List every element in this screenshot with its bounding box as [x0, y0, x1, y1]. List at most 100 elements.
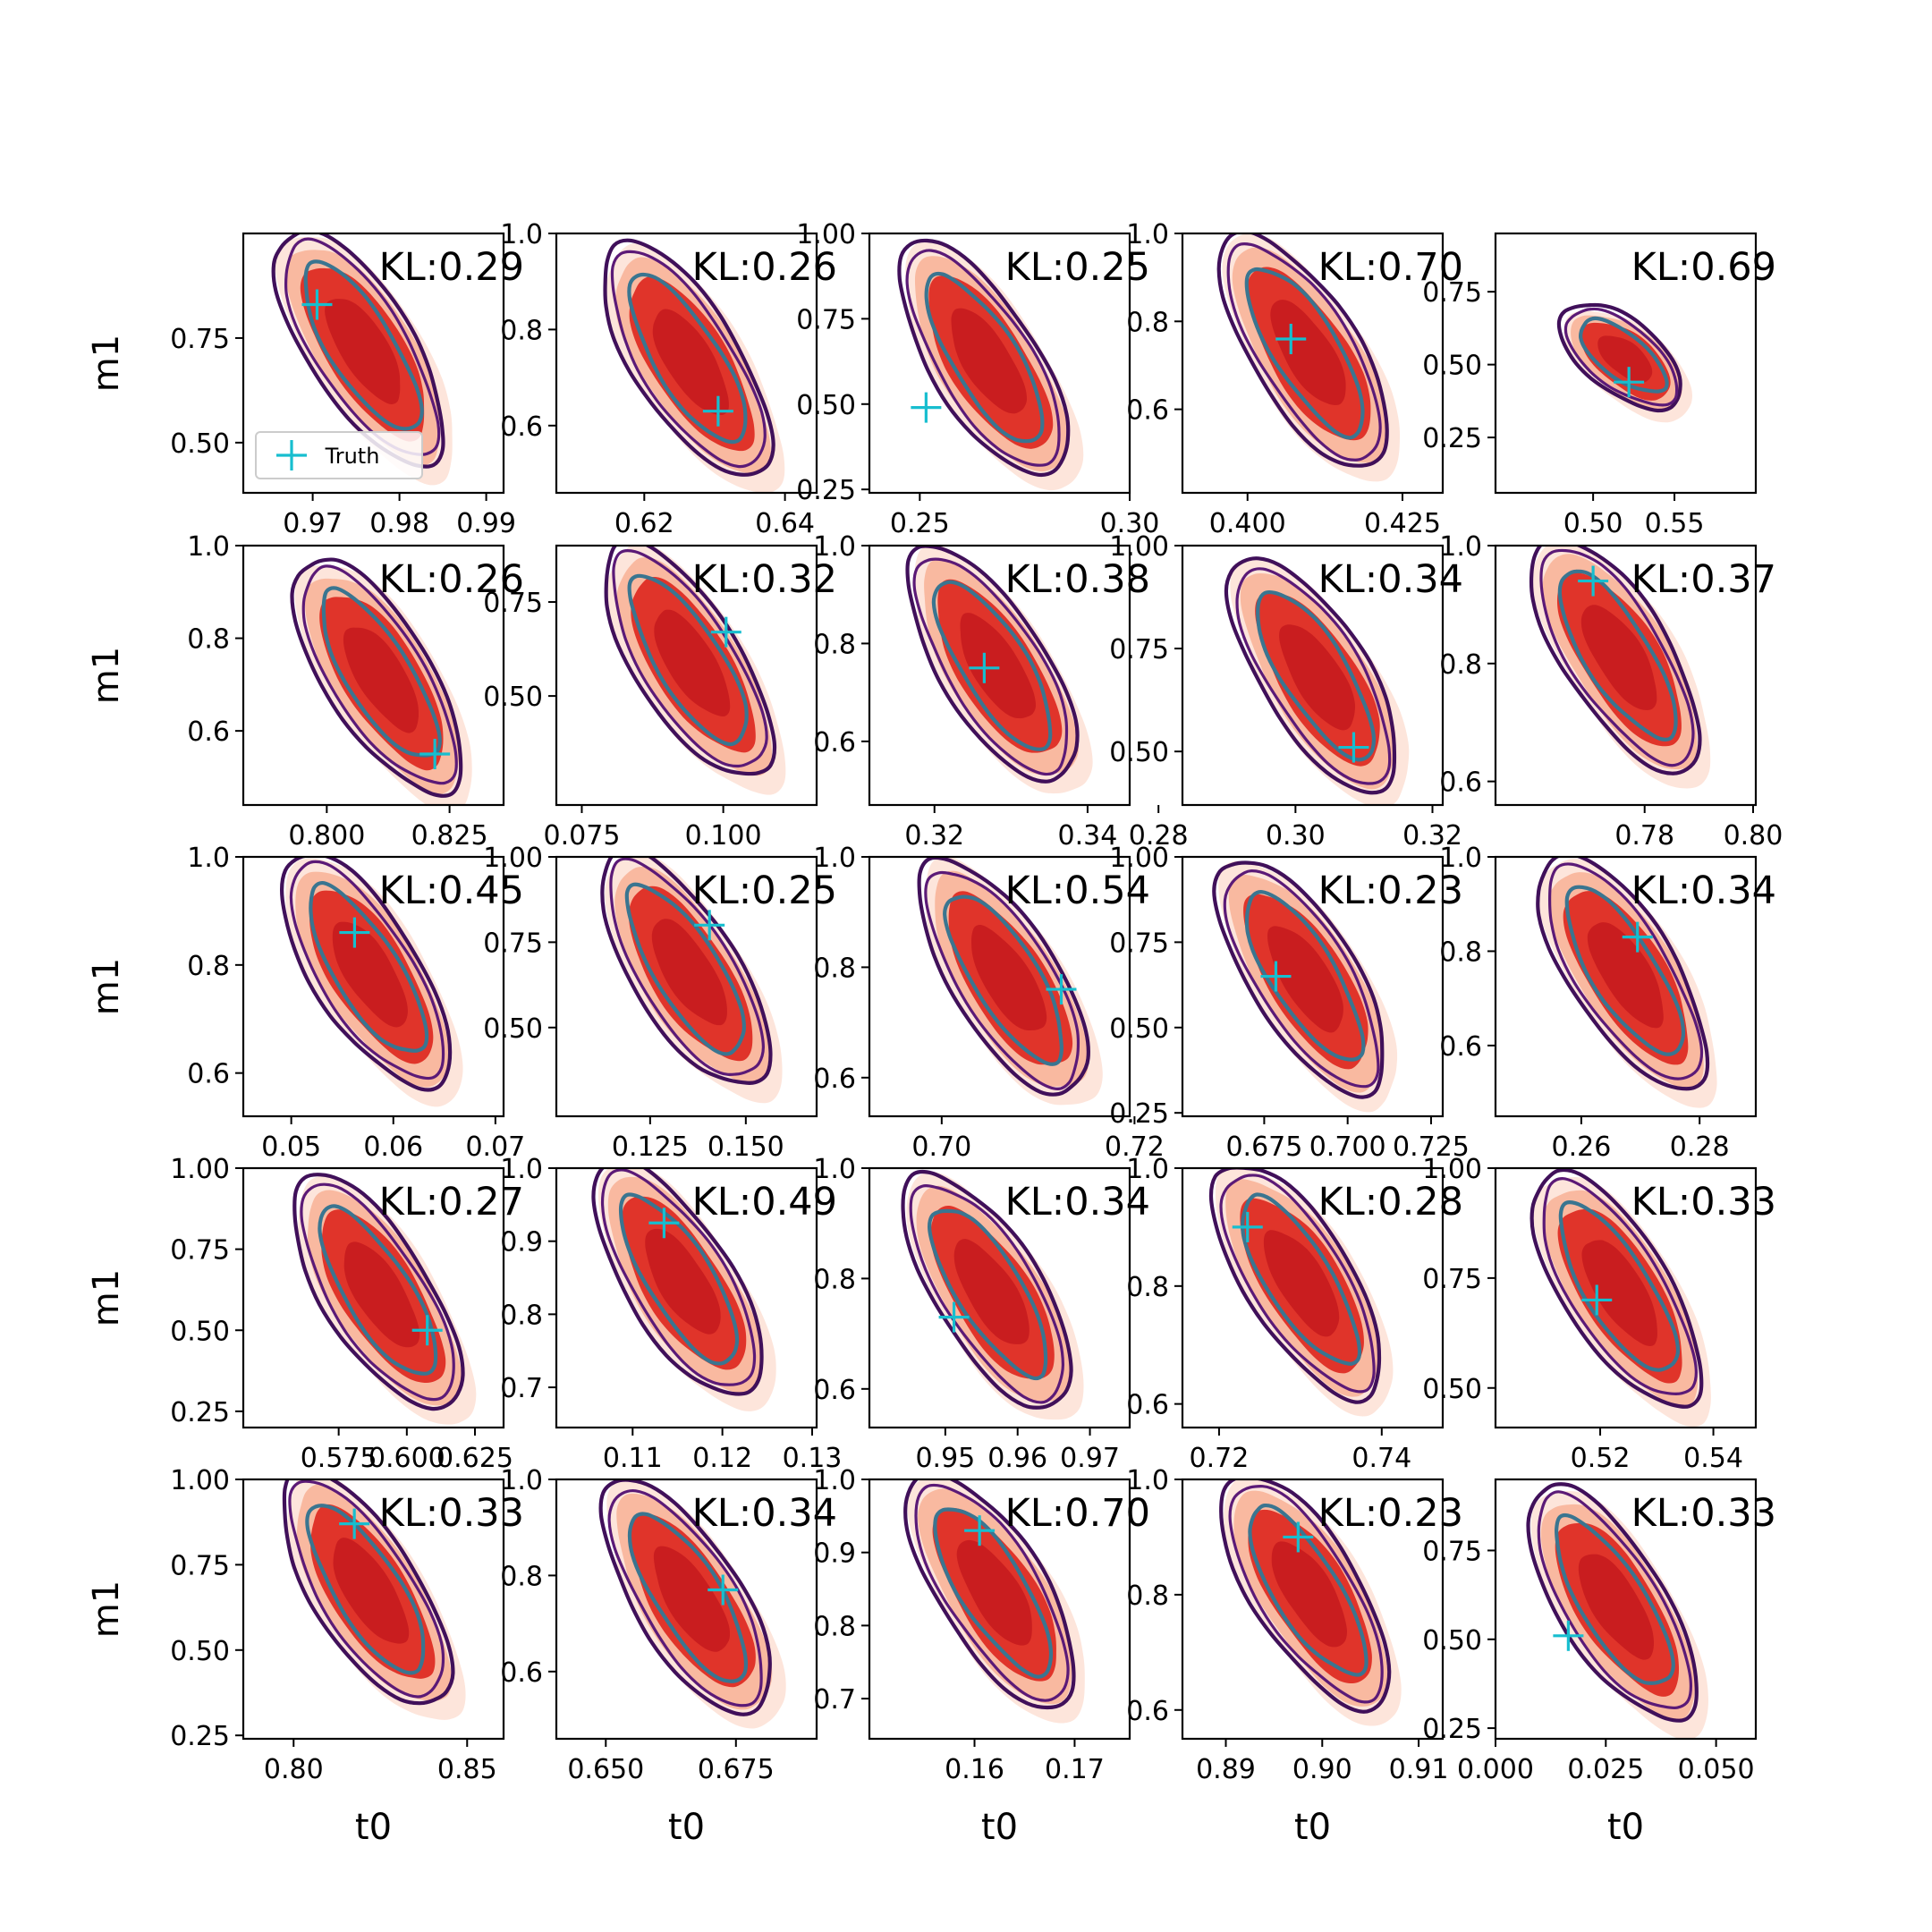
truth-marker [339, 917, 370, 948]
y-tick-label: 0.8 [813, 1611, 856, 1642]
x-tick-label: 0.05 [261, 1131, 321, 1163]
contour-area [1526, 1482, 1708, 1739]
contour-line-outer [604, 546, 777, 776]
x-axis-label: t0 [1294, 1807, 1331, 1848]
y-tick-label: 0.8 [500, 1561, 543, 1592]
x-tick-label: 0.675 [698, 1754, 775, 1785]
density-fill-core [956, 1539, 1032, 1646]
contour-line-inner [1554, 1513, 1675, 1685]
contour-line-outer [598, 1479, 772, 1716]
axes-frame [242, 232, 505, 495]
x-tick-label: 0.32 [904, 820, 964, 852]
contour-line-outer [591, 1168, 764, 1396]
truth-marker [694, 910, 725, 941]
y-tick-label: 0.8 [1126, 307, 1169, 338]
density-fill-core [1271, 1541, 1347, 1648]
panel-17: 0.11 0.12 0.13 0.7 0.8 0.9 1.0 KL:0.49 [500, 1154, 842, 1474]
axes-frame [1494, 544, 1758, 807]
axes-frame [1494, 232, 1758, 495]
truth-marker [411, 1315, 443, 1346]
x-tick-label: 0.675 [1225, 1131, 1302, 1163]
contour-line-inner [1557, 569, 1678, 741]
contour-area [290, 557, 472, 805]
contour-line-inner [1244, 267, 1365, 440]
y-tick-label: 0.7 [813, 1684, 856, 1716]
contour-line-mid [1223, 869, 1380, 1089]
contour-line-mid [600, 1168, 757, 1386]
x-tick-label: 0.97 [283, 508, 343, 539]
contour-line-inner [1241, 1192, 1362, 1366]
contour-area [1530, 1168, 1711, 1428]
x-tick-label: 0.90 [1292, 1754, 1352, 1785]
contour-line-mid [914, 1483, 1070, 1702]
density-fill-core [652, 309, 729, 415]
y-tick-label: 0.6 [813, 1375, 856, 1406]
axes-frame [242, 544, 505, 807]
contour-area [1556, 302, 1692, 423]
axes-frame [868, 1166, 1131, 1429]
x-tick-label: 0.800 [288, 820, 365, 852]
x-tick-label: 0.99 [456, 508, 516, 539]
truth-marker [964, 1515, 996, 1546]
contour-line-outer [290, 557, 463, 798]
x-tick-label: 0.150 [708, 1131, 784, 1163]
y-tick-label: 0.8 [813, 1264, 856, 1295]
y-tick-label: 0.8 [500, 1300, 543, 1331]
x-tick-label: 0.25 [890, 508, 950, 539]
y-tick-label: 0.75 [1422, 1536, 1482, 1567]
contour-line-inner [624, 882, 746, 1056]
x-tick-label: 0.52 [1571, 1443, 1631, 1474]
x-axis-label: t0 [355, 1807, 392, 1848]
contour-line-inner [1578, 316, 1669, 394]
contour-area [903, 1479, 1085, 1724]
panel-25: 0.000 0.025 0.050 0.25 0.50 0.75 KL:0.33 t0 [1422, 1478, 1776, 1848]
y-tick-label: 0.50 [170, 1636, 230, 1667]
y-tick-label: 1.00 [796, 219, 856, 250]
panel-18: 0.95 0.96 0.97 0.6 0.8 1.0 KL:0.34 [813, 1154, 1150, 1474]
contour-line-inner [1564, 885, 1686, 1056]
kl-annotation: KL:0.26 [379, 557, 524, 602]
contour-line-inner [309, 880, 429, 1053]
contour-line-outer [1529, 546, 1702, 775]
panel-4: 0.400 0.425 0.6 0.8 1.0 KL:0.70 [1126, 219, 1463, 539]
contour-line-mid [612, 549, 768, 768]
contour-area [1208, 1168, 1394, 1417]
truth-marker [1338, 732, 1369, 763]
y-tick-label: 1.0 [1126, 1465, 1169, 1496]
x-tick-label: 0.000 [1457, 1754, 1534, 1785]
y-tick-label: 1.0 [187, 531, 230, 563]
axes-frame [242, 1478, 505, 1741]
contour-line-mid [301, 564, 458, 785]
y-tick-label: 0.75 [170, 324, 230, 355]
x-tick-label: 0.025 [1567, 1754, 1644, 1785]
x-tick-label: 0.74 [1352, 1443, 1411, 1474]
contour-line-inner [618, 1192, 740, 1366]
kl-annotation: KL:0.28 [1318, 1180, 1463, 1224]
y-tick-label: 0.8 [500, 315, 543, 346]
contour-area [1224, 556, 1410, 805]
contour-line-mid [1539, 548, 1695, 767]
x-tick-label: 0.600 [369, 1443, 445, 1474]
axes-frame [242, 1166, 505, 1429]
x-tick-label: 0.50 [1563, 508, 1623, 539]
y-tick-label: 0.9 [500, 1227, 543, 1258]
x-tick-label: 0.95 [915, 1443, 975, 1474]
density-fill-core [1267, 926, 1343, 1033]
y-tick-label: 0.9 [813, 1538, 856, 1570]
kl-annotation: KL:0.69 [1631, 245, 1776, 290]
contour-area [1219, 1479, 1402, 1726]
x-tick-label: 0.72 [1190, 1443, 1250, 1474]
y-tick-label: 0.75 [170, 1235, 230, 1267]
x-tick-label: 0.650 [567, 1754, 644, 1785]
y-tick-label: 0.50 [796, 390, 856, 421]
x-tick-label: 0.16 [945, 1754, 1004, 1785]
y-tick-label: 0.75 [1422, 1264, 1482, 1295]
contour-line-outer [917, 857, 1090, 1097]
legend-label-truth: Truth [325, 444, 380, 469]
contour-line-inner [933, 1507, 1054, 1679]
panel-22: 0.650 0.675 0.6 0.8 1.0 KL:0.34 t0 [500, 1465, 837, 1848]
panel-14: 0.675 0.700 0.725 0.25 0.50 0.75 1.00 KL:0.23 [1109, 843, 1470, 1163]
axes-frame [1181, 1478, 1445, 1741]
contour-area [1536, 857, 1717, 1108]
